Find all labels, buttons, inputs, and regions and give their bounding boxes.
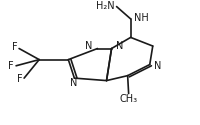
- Text: NH: NH: [134, 13, 148, 23]
- Text: N: N: [85, 41, 92, 51]
- Text: F: F: [8, 61, 14, 71]
- Text: F: F: [17, 74, 23, 84]
- Text: CH₃: CH₃: [119, 94, 137, 104]
- Text: F: F: [12, 42, 17, 52]
- Text: N: N: [115, 41, 122, 51]
- Text: H₂N: H₂N: [95, 1, 114, 11]
- Text: N: N: [153, 61, 161, 71]
- Text: N: N: [69, 78, 77, 88]
